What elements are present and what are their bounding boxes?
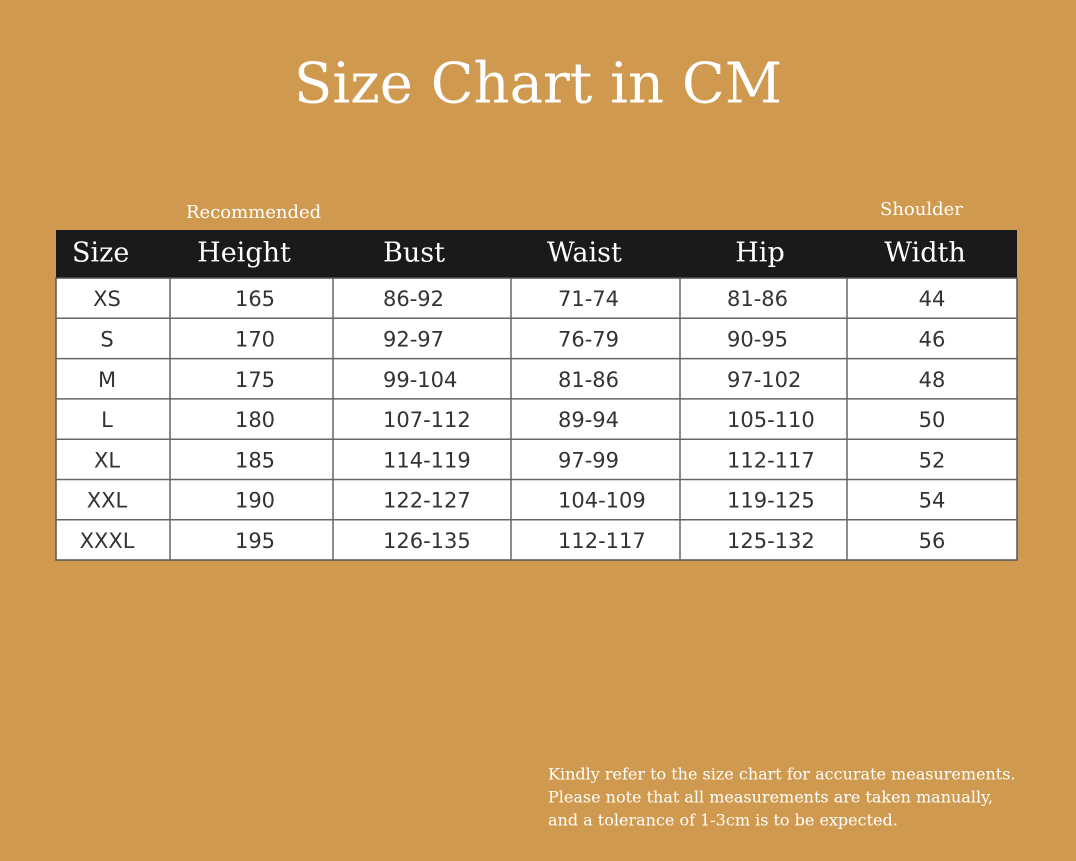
table-cell: XXL — [87, 489, 128, 513]
table-cell: 104-109 — [558, 489, 646, 513]
table-cell: 180 — [235, 408, 275, 432]
footnote: Kindly refer to the size chart for accur… — [548, 765, 1016, 784]
table-cell: 97-102 — [727, 368, 801, 392]
header-cell: Height — [197, 238, 291, 269]
table-cell: 112-117 — [558, 529, 646, 553]
table-cell: 99-104 — [383, 368, 457, 392]
table-cell: S — [100, 327, 113, 351]
table-cell: 112-117 — [727, 448, 815, 472]
table-cell: 126-135 — [383, 529, 471, 553]
table-cell: XXXL — [80, 529, 135, 553]
table-cell: 71-74 — [558, 287, 619, 311]
table-cell: 54 — [919, 489, 946, 513]
table-cell: 185 — [235, 448, 275, 472]
table-cell: 170 — [235, 327, 275, 351]
table-cell: 125-132 — [727, 529, 815, 553]
table-cell: 89-94 — [558, 408, 619, 432]
table-cell: M — [98, 368, 116, 392]
header-cell: Size — [72, 238, 129, 269]
table-cell: 107-112 — [383, 408, 471, 432]
note: Shoulder — [880, 199, 963, 220]
table-body — [55, 277, 1018, 561]
table-cell: 165 — [235, 287, 275, 311]
table-cell: 119-125 — [727, 489, 815, 513]
table-cell: 50 — [919, 408, 946, 432]
note: Recommended — [186, 202, 321, 223]
table-cell: 52 — [919, 448, 946, 472]
footnote: Please note that all measurements are ta… — [548, 788, 993, 807]
table-cell: XS — [93, 287, 121, 311]
table-cell: 122-127 — [383, 489, 471, 513]
table-cell: 92-97 — [383, 327, 444, 351]
table-cell: 56 — [919, 529, 946, 553]
title: Size Chart in CM — [294, 52, 782, 117]
table-cell: 76-79 — [558, 327, 619, 351]
table-cell: 44 — [919, 287, 946, 311]
footnote: and a tolerance of 1-3cm is to be expect… — [548, 811, 898, 830]
table-cell: 81-86 — [727, 287, 788, 311]
table-cell: 46 — [919, 327, 946, 351]
table-cell: 190 — [235, 489, 275, 513]
table-cell: 105-110 — [727, 408, 815, 432]
header-cell: Hip — [735, 238, 784, 269]
table-cell: 195 — [235, 529, 275, 553]
table-cell: XL — [94, 448, 120, 472]
header-cell: Width — [884, 238, 965, 269]
header-cell: Waist — [547, 238, 622, 269]
table-cell: L — [101, 408, 113, 432]
table-cell: 97-99 — [558, 448, 619, 472]
table-cell: 90-95 — [727, 327, 788, 351]
table-header — [56, 230, 1017, 278]
table-cell: 86-92 — [383, 287, 444, 311]
table-cell: 114-119 — [383, 448, 471, 472]
header-cell: Bust — [383, 238, 445, 269]
table-cell: 175 — [235, 368, 275, 392]
table-cell: 48 — [919, 368, 946, 392]
table-cell: 81-86 — [558, 368, 619, 392]
